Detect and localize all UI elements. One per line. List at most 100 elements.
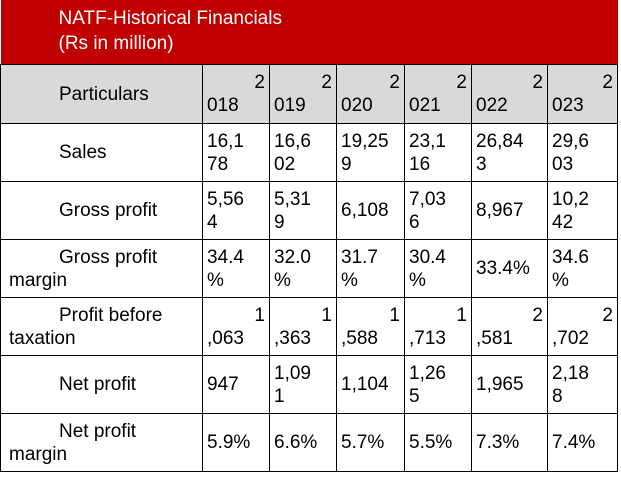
value-cell: 1,965 [471,355,548,414]
row-label: Net profit [0,355,203,414]
row-label-line2: taxation [9,327,76,349]
value-line1: 16,1 [207,130,244,152]
table-title-cell: NATF-Historical Financials (Rs in millio… [0,0,618,65]
value-line2: 3 [476,153,487,175]
value-line1: 10,2 [552,188,589,210]
row-label: Sales [0,123,203,182]
value-cell: 10,2 42 [547,181,618,240]
value-line1: 1 [389,304,400,326]
year-header: 2 019 [269,64,337,124]
row-label-line2: margin [9,269,68,291]
value-cell: 1 ,588 [336,297,405,356]
value-cell: 2 ,581 [471,297,548,356]
value-line1: 16,6 [274,130,311,152]
value-line2: % [341,269,358,291]
value-line1: 1 [321,304,332,326]
value-cell: 5.5% [404,413,472,472]
year-header: 2 018 [202,64,270,124]
value-cell: 33.4% [471,239,548,298]
value-line1: 5,56 [207,188,244,210]
value-line1: 2,18 [552,362,589,384]
table-row: Net profit 947 1,09 1 1,104 1,26 5 1,965 2,18 8 [0,355,618,414]
year-header-bottom: 023 [552,95,584,116]
value-line2: 5 [409,385,420,407]
value-line2: ,063 [207,327,244,349]
title-row: NATF-Historical Financials (Rs in millio… [0,0,618,65]
value-cell: 1 ,713 [404,297,472,356]
year-header: 2 020 [336,64,405,124]
value-line2: ,581 [476,327,513,349]
value-line2: 1 [274,385,285,407]
value-line1: 34.4 [207,246,244,268]
value-line2: 8 [552,385,563,407]
year-header-top: 2 [321,72,332,93]
row-label: Gross profit margin [0,239,203,298]
year-header-bottom: 022 [476,95,508,116]
year-header-bottom: 019 [274,95,306,116]
value-line2: 42 [552,211,574,233]
year-header-bottom: 020 [341,95,373,116]
row-label-line1: Net profit [59,420,137,442]
value-cell: 30.4% [404,239,472,298]
year-header-top: 2 [456,72,467,93]
year-header: 2 022 [471,64,548,124]
value-line1: 2 [602,304,613,326]
value-cell: 34.4% [202,239,270,298]
value-line1: 1 [456,304,467,326]
year-header-bottom: 021 [409,95,441,116]
value-line2: 6 [409,211,420,233]
year-header: 2 023 [547,64,618,124]
value-cell: 1,26 5 [404,355,472,414]
value-cell: 6.6% [269,413,337,472]
table-title: NATF-Historical Financials [58,8,282,29]
value-line1: 34.6 [552,246,589,268]
value-cell: 947 [202,355,270,414]
value-cell: 34.6% [547,239,618,298]
value-cell: 7.3% [471,413,548,472]
value-line1: 30.4 [409,246,446,268]
value-cell: 19,25 9 [336,123,405,182]
table-body: Sales 16,1 78 16,6 02 19,25 9 23,1 16 26,84 3 29,6 0… [0,123,618,472]
value-line1: 1,09 [274,362,311,384]
table-row: Net profit margin 5.9% 6.6% 5.7% 5.5% 7.3% 7.4% [0,413,618,472]
value-cell: 31.7% [336,239,405,298]
value-line2: % [207,269,224,291]
value-line2: 9 [341,153,352,175]
value-line2: % [552,269,569,291]
value-cell: 29,6 03 [547,123,618,182]
year-header-top: 2 [254,72,265,93]
value-line1: 23,1 [409,130,446,152]
value-cell: 1 ,063 [202,297,270,356]
value-line2: ,588 [341,327,378,349]
value-cell: 1 ,363 [269,297,337,356]
table-row: Gross profit 5,56 4 5,31 9 6,108 7,03 6 8,967 10,… [0,181,618,240]
value-cell: 5,56 4 [202,181,270,240]
value-line2: 16 [409,153,431,175]
value-line1: 1,26 [409,362,446,384]
value-line1: 1 [254,304,265,326]
value-cell: 26,84 3 [471,123,548,182]
particulars-header: Particulars [0,64,203,124]
value-line2: % [274,269,291,291]
value-cell: 7.4% [547,413,618,472]
value-cell: 5.9% [202,413,270,472]
value-line2: ,713 [409,327,446,349]
value-line1: 19,25 [341,130,389,152]
value-cell: 32.0% [269,239,337,298]
value-line1: 32.0 [274,246,311,268]
value-line2: 78 [207,153,229,175]
value-line1: 5,31 [274,188,311,210]
value-cell: 5.7% [336,413,405,472]
value-line1: 29,6 [552,130,589,152]
value-cell: 1,104 [336,355,405,414]
row-label-line1: Profit before [59,304,163,326]
row-label: Profit before taxation [0,297,203,356]
value-cell: 23,1 16 [404,123,472,182]
row-label: Gross profit [0,181,203,240]
value-cell: 2 ,702 [547,297,618,356]
value-line1: 31.7 [341,246,378,268]
row-label: Net profit margin [0,413,203,472]
value-cell: 16,1 78 [202,123,270,182]
value-line2: 02 [274,153,296,175]
